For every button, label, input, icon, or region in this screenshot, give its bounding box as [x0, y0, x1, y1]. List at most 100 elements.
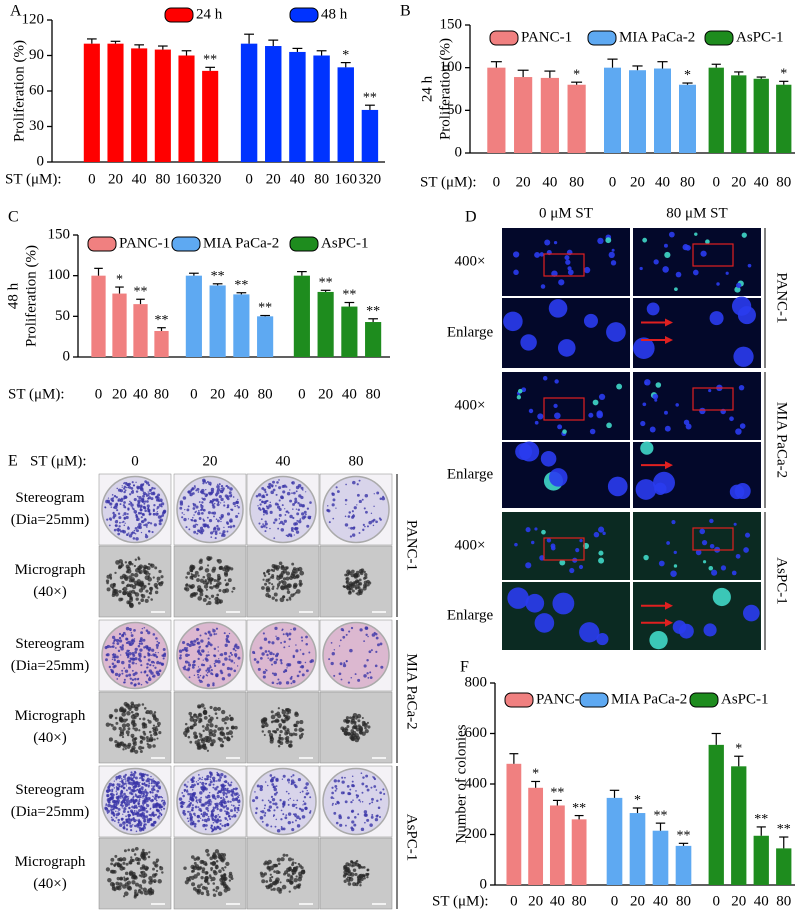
- colony: [105, 645, 108, 648]
- cell: [130, 747, 136, 753]
- colony: [130, 640, 133, 643]
- colony: [197, 511, 201, 516]
- colony: [220, 520, 222, 523]
- cell: [119, 866, 125, 871]
- colony: [205, 654, 209, 657]
- colony: [206, 777, 209, 781]
- colony: [273, 672, 278, 677]
- cell: [133, 572, 139, 578]
- colony: [367, 677, 370, 679]
- colony: [295, 485, 300, 490]
- colony: [148, 511, 151, 513]
- cell: [261, 719, 266, 725]
- x-tick-label: 40: [653, 893, 668, 909]
- cell: [145, 589, 149, 593]
- colony: [305, 635, 308, 639]
- cell: [219, 877, 224, 882]
- colony: [286, 778, 291, 782]
- colony: [366, 818, 370, 822]
- colony: [362, 776, 365, 779]
- cell: [355, 727, 360, 732]
- colony: [255, 796, 259, 800]
- colony: [374, 817, 379, 822]
- colony: [127, 655, 130, 658]
- colony: [117, 795, 121, 799]
- colony: [186, 508, 190, 512]
- y-tick-label: 50: [447, 102, 462, 118]
- colony: [232, 501, 236, 506]
- cell: [277, 862, 281, 866]
- colony: [339, 639, 342, 642]
- colony: [146, 819, 150, 824]
- colony: [208, 491, 211, 495]
- colony: [113, 513, 117, 518]
- colony: [206, 480, 209, 483]
- row-label: Stereogram: [15, 782, 84, 798]
- colony: [110, 808, 112, 811]
- colony: [117, 500, 120, 502]
- cell: [119, 876, 124, 881]
- x-tick-label: 40: [342, 386, 357, 402]
- colony: [135, 490, 139, 493]
- x-tick-label: 80: [154, 386, 169, 402]
- colony: [300, 636, 303, 639]
- colony: [205, 488, 207, 491]
- colony: [303, 802, 307, 806]
- colony: [363, 674, 367, 678]
- colony: [335, 787, 338, 790]
- cell: [268, 878, 273, 883]
- colony: [286, 534, 290, 538]
- cell: [282, 719, 286, 724]
- colony: [257, 667, 261, 671]
- significance-label: **: [572, 801, 586, 816]
- colony: [285, 681, 290, 685]
- colony: [134, 657, 138, 661]
- cell: [280, 585, 285, 590]
- colony: [330, 661, 334, 666]
- colony: [130, 490, 135, 494]
- colony: [151, 787, 155, 792]
- colony: [215, 780, 218, 782]
- x-tick-label: 40: [290, 171, 305, 187]
- colony: [187, 518, 190, 520]
- colony: [226, 666, 231, 671]
- cell: [196, 743, 201, 748]
- cell: [121, 712, 126, 717]
- colony: [153, 785, 156, 788]
- colony: [200, 796, 202, 799]
- colony: [134, 789, 137, 792]
- cell: [343, 865, 347, 869]
- colony: [301, 639, 304, 642]
- colony: [276, 829, 281, 833]
- cell-nucleus: [554, 379, 559, 384]
- colony: [275, 493, 278, 496]
- colony: [282, 805, 285, 808]
- colony: [191, 794, 196, 798]
- colony: [228, 491, 232, 495]
- colony: [351, 533, 356, 537]
- colony: [335, 821, 339, 825]
- cell-nucleus: [664, 425, 671, 432]
- colony: [305, 513, 307, 516]
- cell: [224, 716, 230, 721]
- colony: [334, 785, 338, 788]
- colony: [110, 796, 113, 799]
- colony: [152, 778, 154, 780]
- cell: [134, 706, 139, 712]
- cell: [108, 737, 113, 742]
- cell-nucleus: [516, 395, 522, 400]
- colony: [108, 665, 112, 669]
- cell: [202, 575, 206, 579]
- cell: [364, 573, 368, 577]
- colony: [209, 771, 213, 775]
- bar: [83, 43, 100, 162]
- colony: [146, 804, 150, 808]
- cell: [157, 879, 162, 884]
- colony: [125, 634, 127, 636]
- colony: [121, 672, 124, 675]
- legend-label: PANC-1: [521, 29, 572, 45]
- colony: [226, 530, 229, 533]
- colony: [111, 499, 115, 503]
- cell: [109, 869, 114, 874]
- colony: [123, 512, 127, 516]
